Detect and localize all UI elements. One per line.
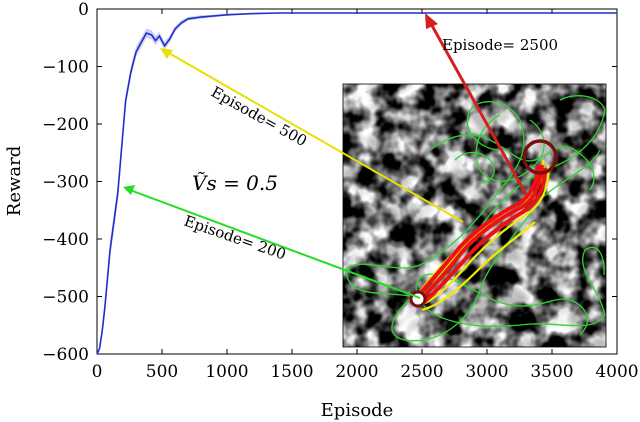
x-tick-label: 1500 (270, 362, 313, 382)
y-tick-label: −400 (42, 230, 89, 250)
x-tick-label: 2500 (400, 362, 443, 382)
x-tick-label: 0 (92, 362, 103, 382)
annotation-episode-500: Episode= 500 (208, 83, 310, 150)
x-tick-label: 2000 (335, 362, 378, 382)
y-tick-label: −500 (42, 288, 89, 308)
annotation-episode-2500: Episode= 2500 (442, 36, 558, 54)
y-tick-label: −300 (42, 173, 89, 193)
y-tick-label: 0 (78, 0, 89, 20)
x-tick-label: 1000 (205, 362, 248, 382)
annotation-episode-200: Episode= 200 (182, 212, 289, 264)
inset-flow-field (343, 84, 606, 347)
y-tick-label: −600 (42, 345, 89, 365)
x-tick-label: 3500 (530, 362, 573, 382)
x-tick-label: 500 (146, 362, 178, 382)
x-tick-label: 4000 (595, 362, 638, 382)
inset-start-marker (411, 292, 425, 306)
x-tick-label: 3000 (465, 362, 508, 382)
y-tick-label: −100 (42, 58, 89, 78)
x-axis-title: Episode (321, 400, 394, 421)
annotation-vs-value: Ṽs = 0.5 (192, 171, 278, 195)
y-axis-title: Reward (4, 146, 25, 216)
y-tick-label: −200 (42, 115, 89, 135)
